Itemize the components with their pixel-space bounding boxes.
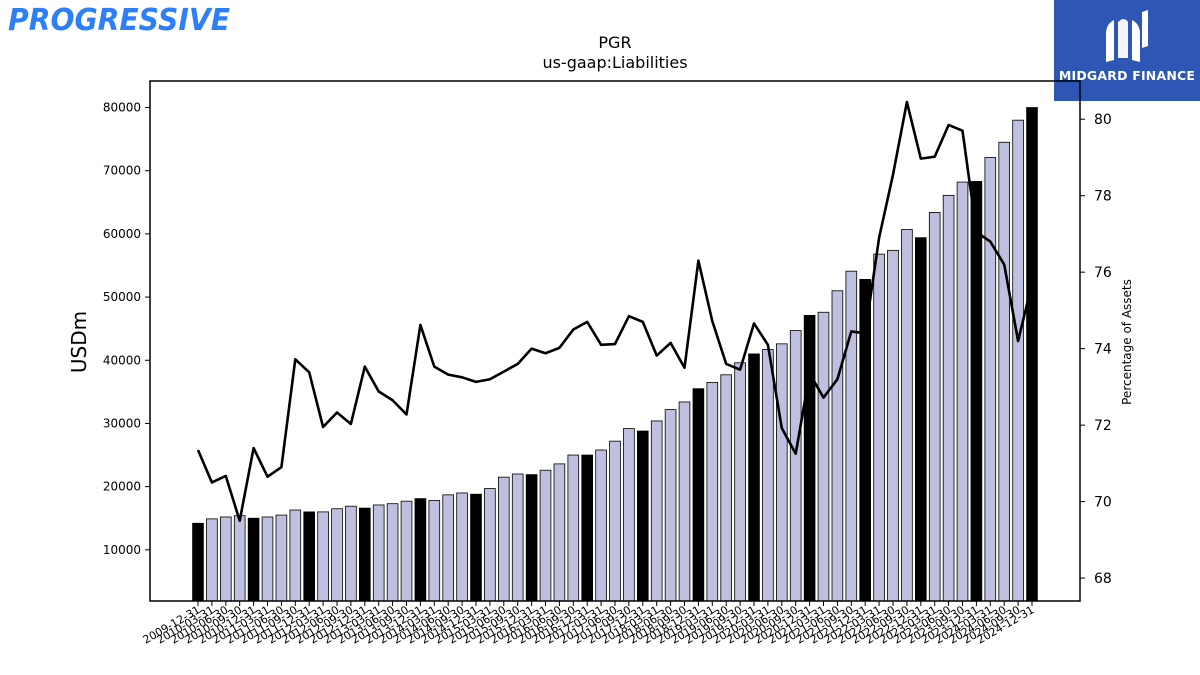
bar-2023-06-30: [942, 194, 955, 602]
bar-2015-03-31: [484, 488, 496, 602]
bar-2015-09-30: [511, 473, 524, 602]
bar-2023-09-30: [956, 181, 969, 602]
y2-tick-label-72: 72: [1094, 418, 1112, 434]
y2-tick-label-80: 80: [1094, 112, 1112, 128]
bar-2020-09-30: [789, 330, 802, 602]
bar-2017-09-30: [623, 428, 635, 602]
bar-2013-06-30: [386, 503, 399, 602]
bar-2024-06-30: [998, 141, 1010, 602]
bar-2010-03-31: [206, 518, 218, 602]
bar-2012-03-31: [317, 511, 329, 602]
bar-2013-03-31: [372, 504, 385, 602]
y-axis-label: USDm: [67, 311, 91, 373]
bar-2011-09-30: [289, 509, 302, 602]
bar-2014-06-30: [442, 494, 454, 602]
bar-2018-03-31: [650, 420, 663, 602]
bar-2010-12-31: [247, 517, 260, 602]
bar-2018-09-30: [678, 401, 691, 602]
chart-title: PGR: [598, 33, 631, 52]
chart-subtitle: us-gaap:Liabilities: [542, 53, 687, 72]
y2-tick-label-78: 78: [1094, 189, 1112, 205]
bar-2016-09-30: [567, 454, 580, 602]
bar-2009-12-31: [192, 522, 204, 602]
bar-2022-03-31: [873, 253, 885, 602]
bar-2021-06-30: [831, 290, 844, 602]
bar-2014-12-31: [470, 493, 482, 602]
y-tick-label-50000: 50000: [103, 290, 141, 304]
bar-2010-06-30: [219, 516, 232, 602]
bar-2018-12-31: [692, 388, 705, 602]
bar-2019-09-30: [734, 362, 746, 602]
y-tick-label-30000: 30000: [103, 416, 141, 430]
y-tick-label-20000: 20000: [103, 480, 141, 494]
bar-2024-09-30: [1012, 119, 1024, 602]
progressive-logo: PROGRESSIVE: [8, 3, 230, 38]
bar-2020-03-31: [762, 349, 774, 602]
bar-2019-06-30: [720, 374, 732, 602]
y-tick-label-80000: 80000: [103, 101, 141, 115]
y2-tick-label-76: 76: [1094, 265, 1112, 281]
y2-tick-label-68: 68: [1094, 571, 1112, 587]
bar-2016-03-31: [539, 469, 552, 602]
y2-axis-label: Percentage of Assets: [1120, 279, 1134, 405]
midgard-finance-name: MIDGARD FINANCE: [1058, 68, 1196, 83]
bar-2017-03-31: [595, 449, 607, 602]
y-tick-label-60000: 60000: [103, 227, 141, 241]
bar-2019-12-31: [748, 353, 760, 602]
bar-2012-12-31: [358, 507, 371, 602]
bar-2024-12-31: [1026, 107, 1038, 602]
bar-2019-03-31: [706, 381, 719, 602]
bar-2017-12-31: [637, 430, 649, 602]
bar-2022-12-31: [915, 237, 927, 602]
bar-2018-06-30: [664, 409, 677, 602]
bar-2020-06-30: [776, 343, 788, 602]
y2-tick-label-70: 70: [1094, 495, 1112, 511]
bar-2017-06-30: [609, 440, 621, 602]
y-tick-label-10000: 10000: [103, 543, 141, 557]
bar-2024-03-31: [984, 157, 997, 602]
bars: [192, 107, 1038, 602]
percentage-of-assets-line: [196, 100, 1034, 523]
bar-2012-06-30: [331, 508, 343, 602]
bar-2011-06-30: [275, 514, 288, 602]
bar-2015-12-31: [525, 474, 538, 602]
axes: 10000 20000 30000 40000 50000 60000 70000 80000…: [103, 80, 1112, 647]
y2-tick-label-74: 74: [1094, 342, 1112, 358]
bar-2014-09-30: [456, 492, 468, 602]
progressive-logo-text: PROGRESSIVE: [8, 3, 230, 38]
bar-2015-06-30: [497, 476, 510, 602]
bar-2016-06-30: [553, 463, 566, 602]
bar-2011-03-31: [261, 516, 274, 602]
midgard-emblem-icon: [1106, 10, 1148, 62]
bar-2023-12-31: [970, 181, 983, 602]
bar-2012-09-30: [345, 505, 357, 602]
bar-2022-06-30: [887, 249, 899, 602]
y-tick-label-40000: 40000: [103, 353, 141, 367]
percentage-line: [196, 100, 1034, 523]
bar-2020-12-31: [803, 315, 816, 602]
bar-2022-09-30: [901, 229, 913, 602]
bar-2013-09-30: [400, 500, 413, 602]
bar-2010-09-30: [233, 515, 246, 602]
midgard-finance-logo: MIDGARD FINANCE: [1054, 0, 1200, 101]
y-tick-label-70000: 70000: [103, 164, 141, 178]
bar-2014-03-31: [428, 500, 441, 602]
bar-2023-03-31: [928, 212, 941, 602]
bar-2021-09-30: [845, 270, 858, 602]
bar-2021-03-31: [817, 311, 830, 602]
bar-2016-12-31: [581, 454, 593, 602]
bar-2011-12-31: [303, 511, 315, 602]
bar-2013-12-31: [414, 498, 427, 602]
